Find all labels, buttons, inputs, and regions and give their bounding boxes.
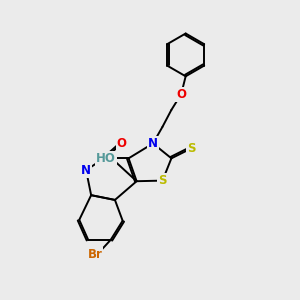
Text: O: O bbox=[176, 88, 186, 100]
Text: S: S bbox=[158, 174, 167, 187]
Text: Br: Br bbox=[88, 248, 103, 261]
Text: O: O bbox=[117, 137, 127, 150]
FancyBboxPatch shape bbox=[89, 250, 101, 259]
Text: N: N bbox=[81, 164, 91, 177]
Text: N: N bbox=[148, 137, 158, 150]
Text: S: S bbox=[187, 142, 195, 155]
FancyBboxPatch shape bbox=[101, 154, 111, 163]
Text: HO: HO bbox=[96, 152, 116, 165]
